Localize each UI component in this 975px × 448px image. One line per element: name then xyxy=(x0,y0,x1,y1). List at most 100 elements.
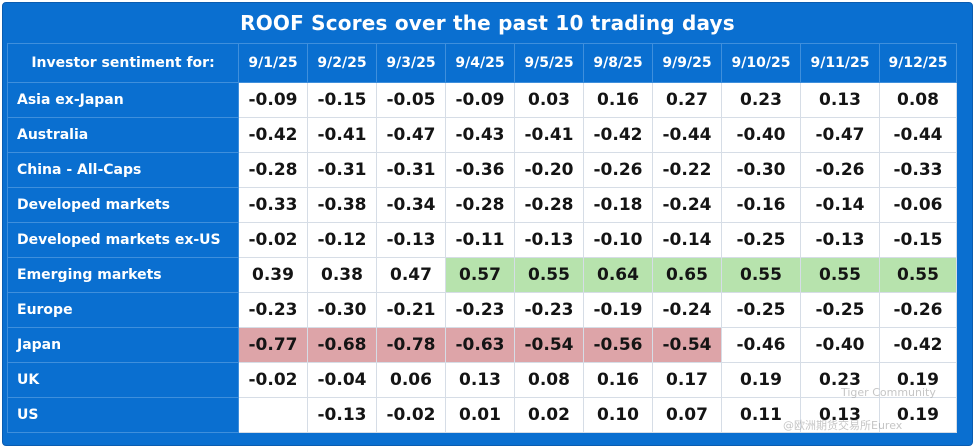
score-cell: 0.13 xyxy=(445,362,515,398)
score-cell: -0.47 xyxy=(800,117,880,153)
score-cell: -0.09 xyxy=(238,82,308,118)
score-cell: -0.02 xyxy=(238,362,308,398)
score-cell: 0.06 xyxy=(376,362,446,398)
score-cell: 0.55 xyxy=(514,257,584,293)
score-cell: 0.01 xyxy=(445,397,515,433)
column-header: 9/5/25 xyxy=(514,43,584,83)
row-label: Australia xyxy=(7,117,239,153)
score-cell: -0.40 xyxy=(800,327,880,363)
score-cell: -0.44 xyxy=(652,117,722,153)
score-cell: -0.06 xyxy=(879,187,957,223)
score-cell xyxy=(238,397,308,433)
column-header: 9/1/25 xyxy=(238,43,308,83)
score-cell: -0.25 xyxy=(721,292,801,328)
score-cell: -0.26 xyxy=(800,152,880,188)
score-cell: -0.14 xyxy=(652,222,722,258)
score-cell: 0.65 xyxy=(652,257,722,293)
score-cell: -0.30 xyxy=(721,152,801,188)
score-cell: -0.42 xyxy=(879,327,957,363)
score-cell: 0.55 xyxy=(879,257,957,293)
row-label: China - All-Caps xyxy=(7,152,239,188)
score-cell: -0.47 xyxy=(376,117,446,153)
score-cell: -0.13 xyxy=(800,222,880,258)
row-header-label: Investor sentiment for: xyxy=(7,43,239,83)
row-label: Emerging markets xyxy=(7,257,239,293)
score-cell: 0.16 xyxy=(583,362,653,398)
score-cell: 0.02 xyxy=(514,397,584,433)
score-cell: 0.16 xyxy=(583,82,653,118)
score-cell: -0.05 xyxy=(376,82,446,118)
score-cell: 0.19 xyxy=(721,362,801,398)
score-cell: -0.21 xyxy=(376,292,446,328)
score-cell: -0.42 xyxy=(583,117,653,153)
column-header: 9/3/25 xyxy=(376,43,446,83)
score-cell: -0.23 xyxy=(445,292,515,328)
score-cell: -0.14 xyxy=(800,187,880,223)
score-cell: -0.24 xyxy=(652,292,722,328)
score-cell: 0.10 xyxy=(583,397,653,433)
score-cell: 0.55 xyxy=(721,257,801,293)
score-cell: -0.34 xyxy=(376,187,446,223)
score-cell: -0.77 xyxy=(238,327,308,363)
score-cell: -0.46 xyxy=(721,327,801,363)
score-cell: -0.33 xyxy=(879,152,957,188)
score-cell: 0.55 xyxy=(800,257,880,293)
row-label: Developed markets ex-US xyxy=(7,222,239,258)
score-cell: -0.31 xyxy=(307,152,377,188)
score-cell: -0.56 xyxy=(583,327,653,363)
score-cell: -0.44 xyxy=(879,117,957,153)
score-cell: -0.09 xyxy=(445,82,515,118)
score-cell: 0.08 xyxy=(879,82,957,118)
score-cell: -0.02 xyxy=(376,397,446,433)
score-cell: -0.54 xyxy=(514,327,584,363)
column-header: 9/9/25 xyxy=(652,43,722,83)
score-cell: -0.42 xyxy=(238,117,308,153)
score-cell: -0.36 xyxy=(445,152,515,188)
score-cell: -0.13 xyxy=(307,397,377,433)
scores-table: Investor sentiment for: 9/1/25 9/2/25 9/3/… xyxy=(7,43,957,433)
score-cell: -0.22 xyxy=(652,152,722,188)
score-cell: -0.04 xyxy=(307,362,377,398)
table-row: Europe -0.23 -0.30 -0.21 -0.23 -0.23 -0.19 -0.2… xyxy=(7,292,957,328)
score-cell: 0.19 xyxy=(879,397,957,433)
score-cell: -0.18 xyxy=(583,187,653,223)
score-cell: -0.63 xyxy=(445,327,515,363)
score-cell: -0.13 xyxy=(376,222,446,258)
row-label: US xyxy=(7,397,239,433)
table-row: Australia -0.42 -0.41 -0.47 -0.43 -0.41 -0.42-… xyxy=(7,117,957,153)
score-cell: -0.11 xyxy=(445,222,515,258)
column-header: 9/2/25 xyxy=(307,43,377,83)
score-cell: -0.26 xyxy=(583,152,653,188)
table-row: Developed markets -0.33 -0.38 -0.34 -0.28 -0.… xyxy=(7,187,957,223)
table-body: Asia ex-Japan -0.09 -0.15 -0.05 -0.09 0.03 0.1… xyxy=(7,82,957,433)
score-cell: -0.02 xyxy=(238,222,308,258)
score-cell: -0.10 xyxy=(583,222,653,258)
score-cell: 0.11 xyxy=(721,397,801,433)
score-cell: -0.12 xyxy=(307,222,377,258)
row-label: Japan xyxy=(7,327,239,363)
row-label: Developed markets xyxy=(7,187,239,223)
score-cell: 0.13 xyxy=(800,397,880,433)
score-cell: -0.28 xyxy=(238,152,308,188)
column-header: 9/4/25 xyxy=(445,43,515,83)
score-cell: -0.25 xyxy=(721,222,801,258)
score-cell: 0.64 xyxy=(583,257,653,293)
table-row: US -0.13 -0.02 0.01 0.02 0.10 0.07 0.11 0.13 0.19 xyxy=(7,397,957,433)
table-row: Japan -0.77 -0.68 -0.78 -0.63 -0.54 -0.56 -0.54… xyxy=(7,327,957,363)
score-cell: -0.24 xyxy=(652,187,722,223)
table-row: Asia ex-Japan -0.09 -0.15 -0.05 -0.09 0.03 0.1… xyxy=(7,82,957,118)
table-row: Emerging markets 0.39 0.38 0.47 0.57 0.55 0.64… xyxy=(7,257,957,293)
score-cell: -0.23 xyxy=(514,292,584,328)
column-header: 9/10/25 xyxy=(721,43,801,83)
score-cell: 0.23 xyxy=(721,82,801,118)
score-cell: 0.17 xyxy=(652,362,722,398)
score-cell: -0.54 xyxy=(652,327,722,363)
row-label: UK xyxy=(7,362,239,398)
score-cell: -0.28 xyxy=(514,187,584,223)
score-cell: -0.28 xyxy=(445,187,515,223)
score-cell: 0.57 xyxy=(445,257,515,293)
score-cell: -0.41 xyxy=(514,117,584,153)
column-header: 9/11/25 xyxy=(800,43,880,83)
score-cell: -0.19 xyxy=(583,292,653,328)
